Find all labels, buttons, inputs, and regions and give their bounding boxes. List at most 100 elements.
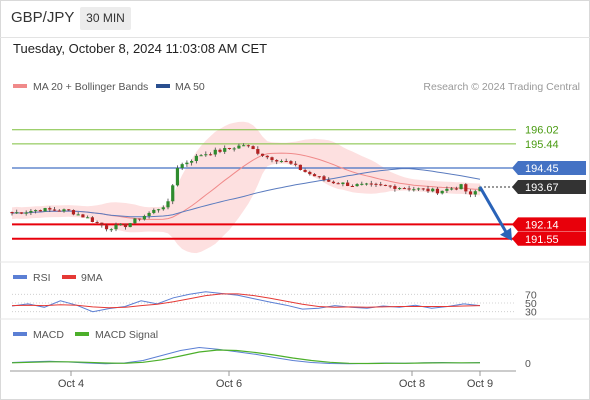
candle-body <box>48 208 52 210</box>
bollinger-band-area <box>12 121 480 254</box>
candle-body <box>218 149 222 152</box>
candle-body <box>15 212 19 214</box>
rsi-tick-label: 30 <box>525 307 537 319</box>
candle-body <box>379 184 383 186</box>
rsi-tick-label: 70 <box>525 289 537 301</box>
candle-body <box>194 155 198 161</box>
resistance-2-label: 196.02 <box>525 125 559 137</box>
candle-body <box>232 148 236 150</box>
pivot-label: 194.45 <box>525 163 559 175</box>
x-tick-label: Oct 8 <box>399 378 425 390</box>
pivot-tag <box>512 161 586 176</box>
ma20-legend-swatch <box>13 84 27 88</box>
candle-body <box>114 224 118 230</box>
candle-body <box>426 188 430 192</box>
candle-body <box>298 164 302 171</box>
candle-body <box>289 161 293 164</box>
candle-body <box>242 145 246 147</box>
candle-body <box>86 217 90 219</box>
candle-body <box>450 188 454 190</box>
candle-body <box>360 183 364 185</box>
candle-body <box>350 185 354 187</box>
forecast-arrow-head <box>500 227 512 241</box>
bollinger-band <box>12 121 480 254</box>
candle-body <box>171 185 175 202</box>
candle-body <box>166 201 170 208</box>
candle-body <box>62 209 66 212</box>
candle-body <box>473 191 477 195</box>
macd-legend-label: MACD <box>33 329 64 341</box>
candle-body <box>468 191 473 195</box>
candle-body <box>445 188 449 191</box>
ma50-legend-label: MA 50 <box>175 81 205 93</box>
candle-body <box>29 210 33 213</box>
candle-body <box>109 229 113 231</box>
candle-body <box>57 210 61 212</box>
candle-body <box>67 209 71 211</box>
candle-body <box>303 170 307 172</box>
rsi-legend: RSI 9MA <box>13 272 103 284</box>
candle-body <box>440 190 444 194</box>
candle-body <box>100 222 104 226</box>
candle-body <box>308 171 312 175</box>
candle-body <box>435 188 440 194</box>
price-levels <box>12 129 516 240</box>
x-tick-label: Oct 9 <box>467 378 493 390</box>
candle-body <box>185 162 189 165</box>
timestamp: Tuesday, October 8, 2024 11:03:08 AM CET <box>13 41 268 56</box>
candle-body <box>454 188 458 190</box>
candle-body <box>156 209 161 211</box>
macd-zero-label: 0 <box>525 358 531 370</box>
macd-legend: MACD MACD Signal <box>13 329 158 341</box>
candle-body <box>147 212 151 216</box>
candle-body <box>213 149 217 155</box>
rsi-ma-legend-swatch <box>62 275 76 279</box>
x-tick-label: Oct 6 <box>216 378 242 390</box>
symbol-title: GBP/JPY <box>11 9 75 26</box>
rsi-tick-label: 50 <box>525 298 537 310</box>
rsi-legend-label: RSI <box>33 272 51 284</box>
support-2-label: 191.55 <box>525 234 559 246</box>
main-legend: MA 20 + Bollinger Bands MA 50 Research ©… <box>13 81 580 93</box>
forecast-arrow <box>478 186 512 241</box>
candle-body <box>138 218 142 220</box>
candle-body <box>284 161 288 163</box>
last-price-tag <box>512 180 586 195</box>
candle-body <box>270 157 274 161</box>
candle-body <box>128 223 132 228</box>
candle-body <box>393 186 397 189</box>
candle-body <box>317 176 321 178</box>
timeframe-badge[interactable]: 30 MIN <box>80 7 131 30</box>
candle-body <box>237 145 241 149</box>
candle-body <box>190 160 194 163</box>
credit-text: Research © 2024 Trading Central <box>423 81 580 93</box>
support-1-label: 192.14 <box>525 219 559 231</box>
candle-body <box>412 189 416 191</box>
rsi-ma-legend-label: 9MA <box>81 272 103 284</box>
candle-body <box>10 211 14 214</box>
ma20-legend-label: MA 20 + Bollinger Bands <box>33 81 148 93</box>
forecast-arrow-shaft <box>478 186 509 235</box>
candle-body <box>223 148 227 152</box>
candle-body <box>251 146 255 150</box>
candle-body <box>322 176 326 180</box>
last-price-label: 193.67 <box>525 182 559 194</box>
rsi-ma-line <box>11 293 481 309</box>
candle-body <box>19 212 24 214</box>
candle-body <box>346 182 350 186</box>
x-tick-label: Oct 4 <box>58 378 84 390</box>
candle-body <box>133 218 137 224</box>
candle-body <box>180 164 184 168</box>
rsi-legend-swatch <box>13 275 27 279</box>
candle-body <box>398 188 402 190</box>
candle-body <box>327 179 331 182</box>
candle-body <box>208 154 213 156</box>
candle-body <box>34 210 38 212</box>
candle-body <box>383 184 388 186</box>
candle-body <box>24 212 28 214</box>
macd-signal-legend-swatch <box>75 332 89 336</box>
candle-body <box>279 161 284 163</box>
macd-signal-legend-label: MACD Signal <box>95 329 158 341</box>
candle-body <box>369 183 373 185</box>
